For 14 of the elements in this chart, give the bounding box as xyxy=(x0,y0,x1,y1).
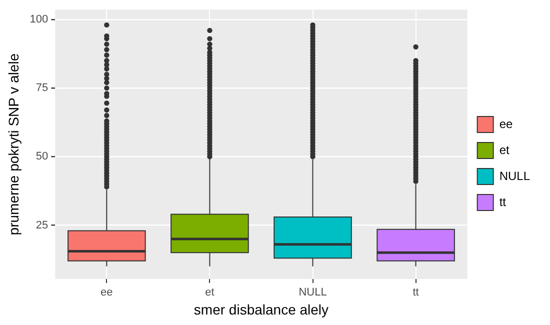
y-tick-label: 25 xyxy=(36,219,48,232)
legend-label: et xyxy=(499,142,510,157)
legend-label: NULL xyxy=(499,168,530,183)
x-tick-label: tt xyxy=(412,286,419,299)
y-tick-label: 75 xyxy=(36,82,48,94)
legend-label: tt xyxy=(499,194,507,209)
y-tick-label: 100 xyxy=(30,14,48,26)
legend-label: ee xyxy=(499,116,513,131)
y-axis-title: prumerne pokryti SNP v alele xyxy=(5,53,22,236)
x-axis-title: smer disbalance alely xyxy=(194,301,329,318)
x-tick-label: NULL xyxy=(298,286,327,299)
x-tick-label: et xyxy=(205,286,214,299)
x-tick-label: ee xyxy=(100,286,113,299)
y-tick-label: 50 xyxy=(36,150,48,163)
